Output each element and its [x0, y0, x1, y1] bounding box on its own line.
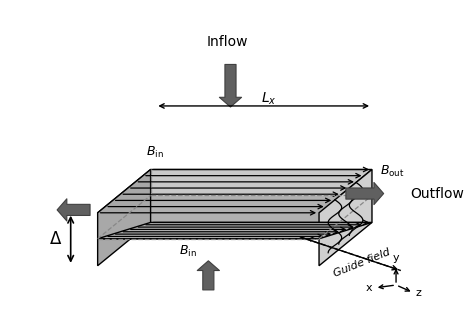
Text: y: y	[393, 253, 400, 263]
Text: z: z	[415, 288, 421, 298]
Text: $B_{\rm in}$: $B_{\rm in}$	[180, 244, 197, 259]
Text: x: x	[365, 283, 372, 293]
Text: Outflow: Outflow	[410, 187, 465, 201]
Text: $L_x$: $L_x$	[261, 91, 277, 107]
Text: Inflow: Inflow	[207, 36, 248, 49]
Text: $B_{\rm out}$: $B_{\rm out}$	[380, 164, 404, 179]
Polygon shape	[98, 222, 372, 239]
Text: Guide field: Guide field	[332, 247, 392, 279]
Text: $\Delta$: $\Delta$	[49, 230, 62, 248]
Text: $B_{\rm in}$: $B_{\rm in}$	[146, 144, 164, 160]
Polygon shape	[98, 169, 372, 213]
Polygon shape	[319, 169, 372, 266]
Polygon shape	[98, 169, 151, 266]
Polygon shape	[98, 195, 372, 239]
